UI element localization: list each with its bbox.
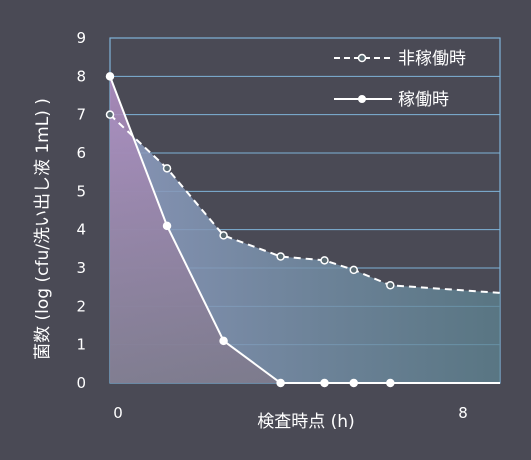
data-point-nonop-1 — [162, 164, 172, 173]
y-tick-label-6: 6 — [76, 144, 86, 162]
x-axis-title: 検査時点 (h) — [257, 412, 354, 432]
y-tick-label-3: 3 — [76, 259, 86, 277]
y-tick-label-9: 9 — [76, 29, 86, 47]
y-tick-label-8: 8 — [76, 67, 86, 85]
legend-label-nonop: 非稼働時 — [398, 49, 466, 69]
data-point-op-1 — [162, 221, 172, 231]
y-tick-label-2: 2 — [76, 297, 86, 315]
legend: 非稼働時 稼働時 — [334, 49, 466, 110]
series-line-op — [109, 75, 500, 384]
data-point-nonop-2 — [219, 231, 228, 240]
area-op — [110, 76, 500, 383]
legend-marker-op — [358, 95, 366, 103]
y-tick-label-5: 5 — [76, 182, 86, 200]
data-point-op-3 — [276, 378, 285, 388]
y-tick-label-7: 7 — [76, 106, 86, 124]
data-point-nonop-3 — [276, 252, 285, 261]
legend-label-op: 稼働時 — [398, 90, 449, 110]
lines — [109, 75, 501, 384]
y-tick-label-4: 4 — [76, 221, 86, 239]
y-tick-label-0: 0 — [76, 374, 86, 392]
y-tick-label-1: 1 — [76, 336, 86, 354]
data-point-op-6 — [386, 378, 395, 388]
areas — [110, 76, 500, 384]
data-point-nonop-4 — [320, 256, 329, 265]
data-point-op-5 — [349, 378, 358, 388]
data-point-nonop-6 — [386, 281, 395, 290]
data-point-op-4 — [320, 378, 329, 388]
tick-labels: 0 1 2 3 4 5 6 7 8 9 0 8 — [76, 29, 467, 422]
legend-marker-nonop — [357, 53, 367, 63]
x-tick-label-8: 8 — [458, 404, 468, 422]
markers — [105, 72, 395, 388]
data-point-op-2 — [219, 336, 228, 346]
y-axis-title: 菌数 (log (cfu/洗い出し液 1mL) ) — [33, 98, 53, 360]
data-point-op-0 — [105, 72, 115, 81]
x-tick-label-0: 0 — [113, 404, 123, 422]
data-point-nonop-0 — [105, 110, 115, 119]
data-point-nonop-5 — [349, 265, 358, 275]
